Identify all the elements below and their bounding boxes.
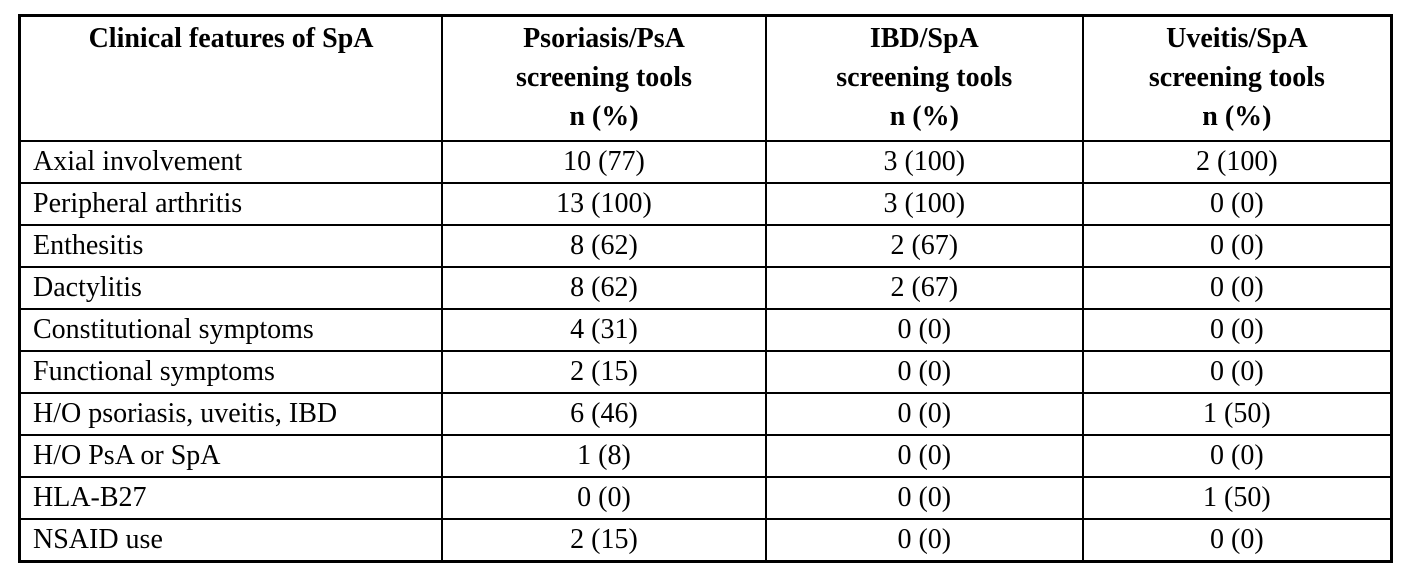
- value-cell: 0 (0): [1081, 518, 1393, 563]
- header-title: IBD/SpA: [869, 23, 979, 54]
- value-cell: 0 (0): [1081, 434, 1393, 478]
- value-cell: 0 (0): [764, 434, 1084, 478]
- table-row: Functional symptoms 2 (15) 0 (0) 0 (0): [18, 350, 1393, 394]
- feature-cell: Enthesitis: [18, 224, 444, 268]
- column-header-psoriasis-psa: Psoriasis/PsA screening tools n (%): [441, 14, 767, 142]
- value-cell: 0 (0): [764, 518, 1084, 563]
- table-row: H/O PsA or SpA 1 (8) 0 (0) 0 (0): [18, 434, 1393, 478]
- header-row: Clinical features of SpA Psoriasis/PsA s…: [18, 14, 1393, 142]
- value-cell: 0 (0): [1081, 224, 1393, 268]
- feature-cell: Peripheral arthritis: [18, 182, 444, 226]
- feature-cell: NSAID use: [18, 518, 444, 563]
- feature-cell: Axial involvement: [18, 140, 444, 184]
- value-cell: 0 (0): [764, 392, 1084, 436]
- header-title: Uveitis/SpA: [1166, 23, 1308, 54]
- header-subtitle: screening tools: [1148, 62, 1325, 93]
- value-cell: 0 (0): [1081, 266, 1393, 310]
- header-unit: n (%): [1202, 101, 1272, 132]
- value-cell: 0 (0): [1081, 350, 1393, 394]
- value-cell: 1 (8): [441, 434, 767, 478]
- feature-cell: Constitutional symptoms: [18, 308, 444, 352]
- header-subtitle: screening tools: [515, 62, 692, 93]
- value-cell: 2 (67): [764, 266, 1084, 310]
- header-title: Psoriasis/PsA: [523, 23, 685, 54]
- header-unit: n (%): [889, 101, 959, 132]
- feature-cell: Dactylitis: [18, 266, 444, 310]
- table-row: Constitutional symptoms 4 (31) 0 (0) 0 (…: [18, 308, 1393, 352]
- value-cell: 0 (0): [764, 476, 1084, 520]
- value-cell: 2 (15): [441, 518, 767, 563]
- value-cell: 3 (100): [764, 182, 1084, 226]
- header-subtitle: screening tools: [836, 62, 1013, 93]
- table-row: Axial involvement 10 (77) 3 (100) 2 (100…: [18, 140, 1393, 184]
- feature-cell: HLA-B27: [18, 476, 444, 520]
- feature-cell: Functional symptoms: [18, 350, 444, 394]
- value-cell: 2 (67): [764, 224, 1084, 268]
- value-cell: 0 (0): [764, 350, 1084, 394]
- value-cell: 2 (100): [1081, 140, 1393, 184]
- column-header-ibd-spa: IBD/SpA screening tools n (%): [764, 14, 1084, 142]
- column-header-uveitis-spa: Uveitis/SpA screening tools n (%): [1081, 14, 1393, 142]
- feature-cell: H/O PsA or SpA: [18, 434, 444, 478]
- value-cell: 0 (0): [1081, 182, 1393, 226]
- value-cell: 4 (31): [441, 308, 767, 352]
- value-cell: 8 (62): [441, 266, 767, 310]
- spa-clinical-features-table: Clinical features of SpA Psoriasis/PsA s…: [18, 14, 1393, 563]
- value-cell: 0 (0): [1081, 308, 1393, 352]
- value-cell: 1 (50): [1081, 476, 1393, 520]
- column-header-clinical-features: Clinical features of SpA: [18, 14, 444, 142]
- table-row: Enthesitis 8 (62) 2 (67) 0 (0): [18, 224, 1393, 268]
- value-cell: 13 (100): [441, 182, 767, 226]
- value-cell: 8 (62): [441, 224, 767, 268]
- value-cell: 10 (77): [441, 140, 767, 184]
- value-cell: 0 (0): [441, 476, 767, 520]
- value-cell: 1 (50): [1081, 392, 1393, 436]
- value-cell: 3 (100): [764, 140, 1084, 184]
- value-cell: 2 (15): [441, 350, 767, 394]
- table-row: Peripheral arthritis 13 (100) 3 (100) 0 …: [18, 182, 1393, 226]
- header-unit: n (%): [569, 101, 639, 132]
- table-row: Dactylitis 8 (62) 2 (67) 0 (0): [18, 266, 1393, 310]
- feature-cell: H/O psoriasis, uveitis, IBD: [18, 392, 444, 436]
- table-row: HLA-B27 0 (0) 0 (0) 1 (50): [18, 476, 1393, 520]
- value-cell: 0 (0): [764, 308, 1084, 352]
- value-cell: 6 (46): [441, 392, 767, 436]
- table-row: NSAID use 2 (15) 0 (0) 0 (0): [18, 518, 1393, 563]
- table-row: H/O psoriasis, uveitis, IBD 6 (46) 0 (0)…: [18, 392, 1393, 436]
